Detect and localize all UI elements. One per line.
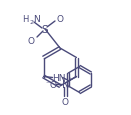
Text: O: O — [56, 14, 64, 23]
Text: HN: HN — [52, 73, 65, 82]
Text: O: O — [28, 37, 34, 46]
Text: N: N — [33, 15, 39, 24]
Text: +: + — [67, 76, 72, 81]
Text: H: H — [22, 15, 28, 24]
Text: O: O — [50, 80, 57, 89]
Text: ⁻: ⁻ — [45, 78, 50, 87]
Text: N: N — [62, 79, 69, 89]
Text: O: O — [62, 97, 69, 106]
Text: S: S — [42, 25, 48, 35]
Text: 2: 2 — [29, 20, 33, 25]
